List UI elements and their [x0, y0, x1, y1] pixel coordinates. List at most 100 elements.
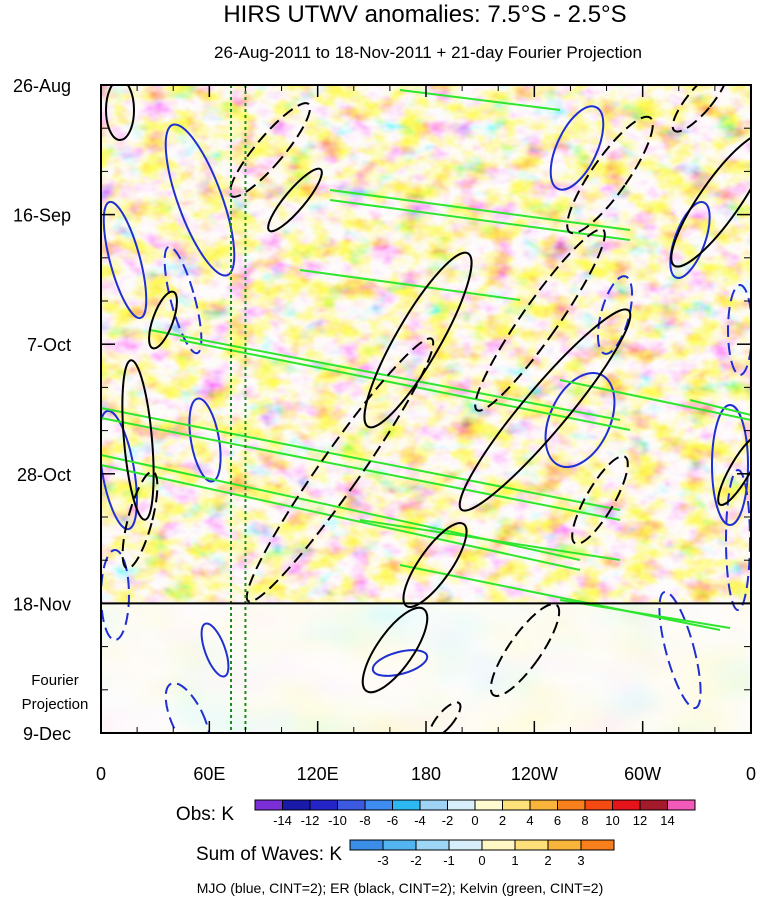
- mjo-contour: [727, 284, 751, 376]
- kelvin-contour: [101, 407, 621, 511]
- colorbar-swatch: [580, 839, 615, 851]
- kelvin-contour: [329, 199, 631, 241]
- kelvin-contour: [179, 339, 631, 431]
- x-tick-label: 0: [746, 764, 756, 784]
- mjo-contour: [164, 682, 212, 733]
- colorbar-level-label: -3: [377, 853, 389, 868]
- kelvin-contour: [559, 599, 731, 629]
- y-tick-label: 28-Oct: [17, 465, 71, 485]
- mjo-contour: [200, 622, 230, 678]
- colorbar-swatch: [254, 799, 283, 811]
- mjo-contour: [549, 105, 605, 191]
- er-contour: [489, 603, 561, 697]
- mjo-contour: [188, 397, 222, 483]
- er-contour: [670, 132, 751, 268]
- colorbar-level-label: -4: [414, 813, 426, 828]
- x-tick-label: 60W: [624, 764, 661, 784]
- colorbar-level-label: -1: [443, 853, 455, 868]
- mjo-contour: [101, 549, 130, 641]
- colorbar-swatch: [448, 839, 483, 851]
- colorbar-level-label: -2: [442, 813, 454, 828]
- mjo-contour: [669, 201, 711, 279]
- plot-area: [101, 85, 751, 733]
- colorbar-level-label: 12: [633, 813, 647, 828]
- colorbar-level-label: 0: [471, 813, 478, 828]
- y-tick-label: 18-Nov: [13, 594, 71, 614]
- colorbar-level-label: 2: [544, 853, 551, 868]
- colorbar-level-label: -6: [387, 813, 399, 828]
- colorbar-swatch: [584, 799, 613, 811]
- colorbar-level-label: 2: [499, 813, 506, 828]
- colorbar-swatch: [502, 799, 531, 811]
- colorbar-swatch: [349, 839, 384, 851]
- er-contour: [105, 85, 135, 141]
- colorbar-level-label: -14: [273, 813, 292, 828]
- x-tick-label: 120W: [511, 764, 558, 784]
- colorbar-swatch: [364, 799, 393, 811]
- colorbar-level-label: 0: [478, 853, 485, 868]
- er-contour: [474, 228, 606, 412]
- mjo-contour: [658, 590, 702, 710]
- colorbar-swatch: [392, 799, 421, 811]
- colorbar-level-label: -12: [301, 813, 320, 828]
- chart-title: HIRS UTWV anomalies: 7.5°S - 2.5°S: [223, 1, 626, 28]
- er-contour: [361, 606, 429, 694]
- er-contour: [428, 701, 462, 733]
- colorbar-swatch: [639, 799, 668, 811]
- kelvin-contour: [101, 464, 581, 571]
- er-contour: [363, 251, 473, 429]
- y-tick-label: 16-Sep: [13, 206, 71, 226]
- observed-anomaly-field: [101, 85, 751, 603]
- kelvin-contour: [149, 329, 621, 421]
- colorbar-swatch: [415, 839, 450, 851]
- mjo-contour: [711, 404, 749, 526]
- x-tick-label: 120E: [297, 764, 339, 784]
- er-contour: [245, 337, 435, 603]
- waves-colorbar: -3 -2 -1 0 1 2 3: [349, 839, 615, 868]
- colorbar-swatch: [282, 799, 311, 811]
- colorbar-level-label: 10: [605, 813, 619, 828]
- mjo-contour: [101, 409, 138, 531]
- x-tick-label: 60E: [193, 764, 225, 784]
- colorbar-swatch: [612, 799, 641, 811]
- er-contour: [717, 434, 751, 506]
- colorbar-swatch: [419, 799, 448, 811]
- kelvin-contour: [399, 564, 721, 631]
- projection-label-line2: Projection: [22, 696, 89, 713]
- reference-longitude-lines: [230, 85, 247, 733]
- y-tick-label: 26-Aug: [13, 76, 71, 96]
- colorbar-level-label: 6: [554, 813, 561, 828]
- kelvin-contour: [329, 189, 631, 231]
- x-tick-label: 180: [411, 764, 441, 784]
- colorbar-level-label: 14: [660, 813, 674, 828]
- colorbar-level-label: -10: [328, 813, 347, 828]
- colorbar-swatch: [529, 799, 558, 811]
- contour-legend: MJO (blue, CINT=2); ER (black, CINT=2); …: [197, 880, 604, 896]
- colorbar-swatch: [474, 799, 503, 811]
- colorbar-swatch: [337, 799, 366, 811]
- obs-colorbar: -14 -12 -10 -8 -6 -4 -2 0 2 4 6 8 10 12 14: [254, 799, 696, 828]
- er-contour: [267, 167, 323, 233]
- colorbar-swatch: [547, 839, 582, 851]
- er-contour: [148, 290, 178, 350]
- er-contour: [402, 522, 468, 608]
- colorbar-level-label: -2: [410, 853, 422, 868]
- kelvin-contour: [299, 269, 521, 301]
- er-contour: [458, 308, 632, 512]
- er-contour: [671, 85, 729, 133]
- y-tick-label: 9-Dec: [23, 724, 71, 744]
- er-contour: [121, 470, 159, 570]
- er-contours: [105, 85, 751, 733]
- mjo-contour: [371, 649, 429, 677]
- axes: 0 60E 120E 180 120W 60W 0 26-Aug 16-Sep 7-Oct 28-O…: [13, 76, 756, 784]
- er-contour: [571, 455, 629, 545]
- colorbar-level-label: 1: [511, 853, 518, 868]
- colorbar-level-label: 4: [526, 813, 533, 828]
- y-tick-label: 7-Oct: [27, 335, 71, 355]
- chart-subtitle: 26-Aug-2011 to 18-Nov-2011 + 21-day Four…: [214, 43, 642, 62]
- colorbar-level-label: -8: [359, 813, 371, 828]
- colorbar-swatch: [382, 839, 417, 851]
- colorbar-swatch: [514, 839, 549, 851]
- kelvin-contour: [359, 519, 621, 561]
